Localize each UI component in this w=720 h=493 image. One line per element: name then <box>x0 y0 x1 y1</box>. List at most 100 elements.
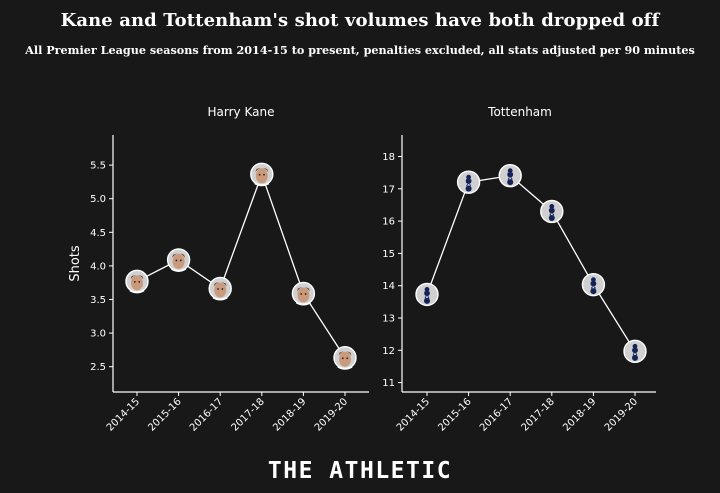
tottenham-crest-icon <box>415 282 439 307</box>
y-tick-label: 17 <box>382 184 395 195</box>
player-shirt <box>337 365 353 370</box>
y-tick-label: 11 <box>382 378 395 389</box>
player-eye <box>133 280 136 283</box>
crest-leg <box>549 213 552 216</box>
x-tick-label: 2018-19 <box>271 396 308 433</box>
player-face-icon <box>166 248 191 272</box>
crest-leg <box>427 296 430 299</box>
player-hair <box>296 286 310 292</box>
player-shirt <box>212 296 228 301</box>
x-tick-label: 2014-15 <box>395 396 432 433</box>
series-line <box>426 174 636 352</box>
tottenham-crest-icon <box>456 170 481 194</box>
crest-cockerel-head <box>466 174 471 180</box>
tottenham-crest-icon <box>498 163 522 188</box>
player-eye <box>179 259 182 262</box>
player-face <box>214 282 227 298</box>
player-face <box>297 287 310 303</box>
crest-cockerel-body <box>424 291 430 297</box>
tottenham-crest-icon <box>581 272 606 297</box>
player-eye <box>263 173 265 176</box>
chart-title: Kane and Tottenham's shot volumes have b… <box>60 10 660 31</box>
crest-ball <box>548 214 555 221</box>
player-eye <box>346 357 349 360</box>
player-face-icon <box>250 162 274 187</box>
y-tick-label: 18 <box>382 152 395 163</box>
y-tick-label: 14 <box>382 281 395 292</box>
crest-leg <box>552 213 555 216</box>
x-tick-label: 2015-16 <box>146 396 183 433</box>
y-tick-label: 3.5 <box>90 295 106 306</box>
player-eye <box>304 293 307 295</box>
player-shirt <box>129 289 145 294</box>
player-hair <box>255 167 269 173</box>
crest-cockerel-head <box>507 168 513 174</box>
player-shirt <box>295 301 311 306</box>
player-eye <box>300 293 303 295</box>
crest-leg <box>593 286 596 289</box>
crest-leg <box>510 177 513 180</box>
x-tick-label: 2015-16 <box>436 396 473 433</box>
y-tick-label: 13 <box>382 314 395 325</box>
player-hair <box>130 274 144 280</box>
crest-ball <box>507 179 514 186</box>
player-face-icon <box>333 346 357 370</box>
y-tick-label: 3.0 <box>90 329 106 340</box>
tottenham-crest-icon <box>623 339 647 364</box>
crest-leg <box>590 286 593 289</box>
crest-cockerel-body <box>548 208 555 214</box>
y-axis-label: Shots <box>68 245 83 282</box>
player-shirt <box>171 268 187 272</box>
x-tick-label: 2017-18 <box>520 396 557 433</box>
y-tick-label: 16 <box>382 217 395 228</box>
x-tick-label: 2019-20 <box>313 396 350 433</box>
panel-title: Tottenham <box>487 105 552 119</box>
player-face <box>339 351 351 367</box>
player-hair <box>213 281 227 287</box>
chart-subtitle: All Premier League seasons from 2014-15 … <box>25 43 695 57</box>
player-eye <box>217 288 219 290</box>
player-eye <box>258 173 261 176</box>
x-tick-label: 2016-17 <box>188 396 225 433</box>
crest-leg <box>632 353 635 356</box>
player-hair <box>338 351 352 356</box>
player-eye <box>221 288 224 290</box>
player-face-icon <box>208 276 232 301</box>
player-face-icon <box>291 281 316 306</box>
crest-cockerel-body <box>590 281 597 287</box>
x-tick-label: 2017-18 <box>230 396 267 433</box>
crest-cockerel-body <box>507 172 514 178</box>
series-line <box>136 172 346 359</box>
y-tick-label: 2.5 <box>90 362 106 373</box>
crest-ball <box>590 288 597 295</box>
y-tick-label: 5.5 <box>90 161 106 172</box>
crest-leg <box>507 177 510 180</box>
crest-ball <box>632 354 638 361</box>
crest-cockerel-head <box>549 204 555 209</box>
crest-cockerel-head <box>632 343 638 349</box>
player-eye <box>341 357 344 360</box>
the-athletic-logo: THE ATHLETIC <box>267 458 453 484</box>
crest-ball <box>465 185 472 192</box>
crest-leg <box>635 353 638 356</box>
crest-leg <box>466 183 469 187</box>
tottenham-crest-icon <box>540 199 564 224</box>
y-tick-label: 15 <box>382 249 395 260</box>
crest-leg <box>469 183 472 187</box>
panel-title: Harry Kane <box>208 105 275 119</box>
x-tick-label: 2019-20 <box>603 396 640 433</box>
y-tick-label: 4.0 <box>90 261 106 272</box>
chart-panel-1: Harry Kane Shots 2.5 3.0 3.5 4.0 4.5 5.0 5.5 2014… <box>68 105 369 434</box>
y-tick-label: 4.5 <box>90 228 106 239</box>
crest-ball <box>424 297 430 304</box>
x-tick-label: 2016-17 <box>478 396 515 433</box>
player-eye <box>175 259 178 262</box>
crest-leg <box>424 296 427 299</box>
x-tick-label: 2018-19 <box>561 396 598 433</box>
x-tick-label: 2014-15 <box>105 396 142 433</box>
crest-cockerel-head <box>591 277 596 283</box>
y-tick-label: 12 <box>382 346 395 357</box>
player-face-icon <box>125 269 149 294</box>
